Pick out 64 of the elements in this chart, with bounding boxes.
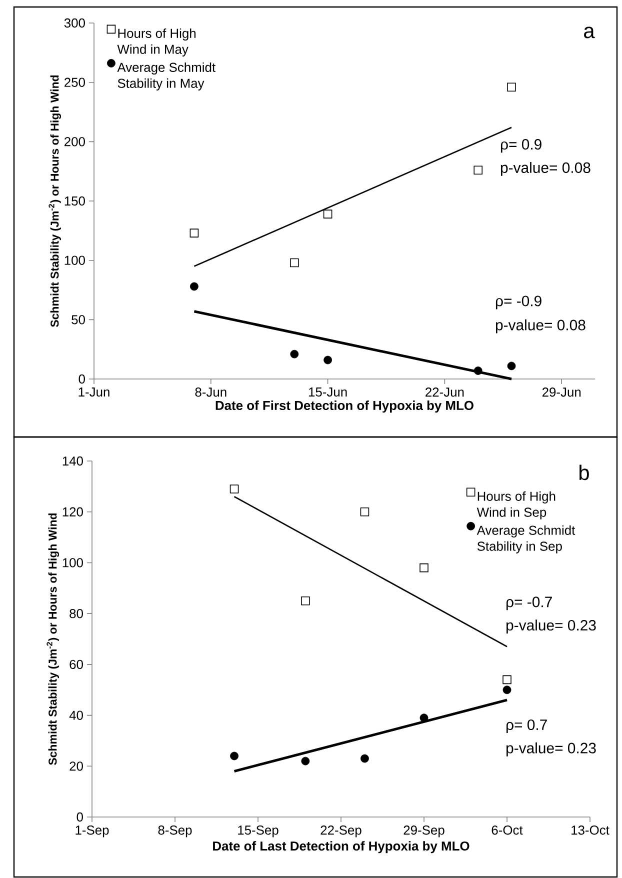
point (502, 675, 512, 684)
point (190, 282, 198, 291)
annotation: p-value= 0.23 (506, 742, 596, 756)
x-tick-label: 8-Jun (195, 388, 226, 397)
x-tick-label: 1-Jun (78, 388, 110, 397)
point (290, 350, 299, 358)
y-tick-label: 120 (62, 507, 83, 516)
legend-label: Hours of High Wind in Sep (476, 491, 556, 520)
annotation: ρ= 0.7 (506, 719, 547, 733)
y-tick-label: 40 (69, 710, 83, 720)
point (301, 756, 310, 766)
annotation: p-value= 0.08 (496, 319, 586, 334)
point (420, 563, 428, 572)
x-tick-label: 13-Oct (572, 826, 610, 835)
point (290, 258, 299, 268)
y-axis-title: Schmidt Stability (Jm$^{-2}$) or Hours of High Wind (48, 75, 62, 327)
x-tick-label: 15-Jun (308, 388, 347, 397)
y-tick-label: 250 (64, 78, 85, 87)
x-tick-label: 1-Sep (76, 826, 109, 838)
point (301, 596, 310, 606)
legend-label: Average Schmidt Stability in Sep (476, 525, 576, 554)
y-tick-label: 80 (70, 608, 83, 618)
annotation: ρ= -0.9 (496, 296, 542, 310)
y-tick-label: 140 (62, 456, 83, 466)
annotation: ρ= 0.9 (500, 139, 542, 153)
annotation: a (584, 26, 595, 38)
annotation: p-value= 0.08 (500, 162, 590, 176)
y-tick-label: 20 (70, 762, 83, 771)
point (507, 82, 516, 92)
x-tick-label: 15-Sep (238, 826, 278, 838)
legend-label: Average Schmidt Stability in May (117, 62, 216, 90)
x-tick-label: 29-Jun (542, 388, 581, 397)
point (230, 484, 239, 494)
x-tick-label: 29-Sep (404, 826, 444, 838)
x-axis-title: Date of First Detection of Hypoxia by MLO (216, 400, 474, 413)
point (360, 754, 369, 763)
point (360, 507, 370, 516)
y-tick-label: 100 (64, 256, 85, 265)
point (502, 686, 512, 694)
y-tick-label: 0 (78, 374, 85, 384)
y-axis-title: Schmidt Stability (Jm$^{-2}$) or Hours of High Wind (46, 513, 60, 765)
y-tick-label: 100 (62, 558, 83, 568)
x-tick-label: 8-Sep (158, 826, 192, 838)
point (507, 362, 516, 370)
legend-label: Hours of High Wind in May (117, 28, 196, 56)
annotation: p-value= 0.23 (506, 620, 596, 634)
point (323, 210, 332, 218)
y-tick-label: 150 (64, 196, 85, 206)
x-tick-label: 22-Sep (320, 826, 362, 838)
annotation: ρ= -0.7 (506, 596, 552, 610)
y-tick-label: 0 (76, 812, 83, 822)
point (474, 166, 482, 175)
x-tick-label: 6-Oct (492, 826, 523, 835)
y-tick-label: 300 (64, 18, 85, 28)
point (230, 752, 238, 760)
annotation: b (580, 464, 589, 480)
y-tick-label: 200 (64, 137, 85, 146)
point (324, 356, 332, 364)
x-tick-label: 22-Jun (426, 388, 464, 397)
x-axis-title: Date of Last Detection of Hypoxia by MLO (213, 841, 470, 854)
point (474, 366, 482, 375)
y-tick-label: 50 (72, 315, 85, 324)
y-tick-label: 60 (70, 660, 83, 670)
point (190, 228, 199, 238)
